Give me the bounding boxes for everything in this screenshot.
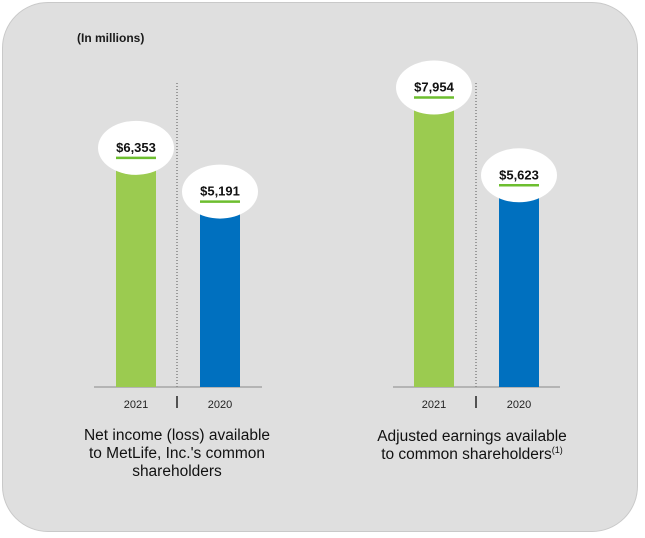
chart1-value-label-2020: $5,191 <box>200 184 240 199</box>
footnote-marker: (1) <box>551 445 563 455</box>
chart1-value-label-2021: $6,353 <box>116 140 156 155</box>
chart1-bar-2020 <box>200 191 240 387</box>
chart1-bar-2021 <box>116 147 156 387</box>
chart1-caption-line: to MetLife, Inc.'s common <box>88 445 266 462</box>
chart2-tick-label-2020: 2020 <box>507 399 531 411</box>
chart2-bar-2020 <box>499 175 539 387</box>
chart1-caption-line: Net income (loss) available <box>83 427 271 444</box>
chart1-tick-label-2021: 2021 <box>124 399 148 411</box>
chart1-value-bubble-2020 <box>182 164 258 219</box>
chart2-caption-line: Adjusted earnings available <box>377 428 567 445</box>
chart2-value-label-2020: $5,623 <box>499 167 539 182</box>
chart2-caption: Adjusted earnings available to common sh… <box>352 428 592 464</box>
chart2-value-bubble-2021 <box>396 60 472 115</box>
chart2-caption-line: to common shareholders(1) <box>352 446 592 464</box>
chart2-value-label-2021: $7,954 <box>414 80 455 95</box>
units-label: (In millions) <box>77 31 145 45</box>
chart2-bar-2021 <box>414 87 454 387</box>
chart1-caption-line: shareholders <box>132 463 222 480</box>
chart1-caption: Net income (loss) available to MetLife, … <box>57 427 297 481</box>
chart1-value-bubble-2021 <box>98 120 174 175</box>
chart2-tick-label-2021: 2021 <box>422 399 446 411</box>
chart2-value-bubble-2020 <box>481 148 557 203</box>
chart1-tick-label-2020: 2020 <box>208 399 232 411</box>
chart2-caption-text: to common shareholders <box>381 446 552 463</box>
